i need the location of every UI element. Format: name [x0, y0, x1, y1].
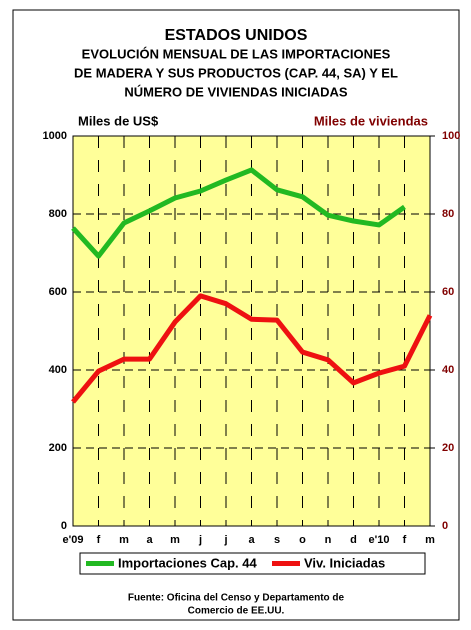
- y-tick-label: 600: [49, 286, 67, 298]
- source: Comercio de EE.UU.: [188, 606, 285, 617]
- x-tick-label: m: [119, 534, 129, 546]
- x-tick-label: a: [146, 534, 153, 546]
- x-tick-label: f: [97, 534, 101, 546]
- y-tick-label: 800: [49, 208, 67, 220]
- y-tick-label: 1000: [43, 130, 67, 142]
- x-tick-label: e'09: [63, 534, 84, 546]
- y2-tick-label: 40: [442, 364, 454, 376]
- y-axis-label: Miles de US$: [78, 113, 159, 128]
- legend-label: Importaciones Cap. 44: [118, 555, 257, 570]
- y-tick-label: 0: [61, 520, 67, 532]
- y2-tick-label: 80: [442, 208, 454, 220]
- chart-subtitle: NÚMERO DE VIVIENDAS INICIADAS: [124, 84, 348, 99]
- legend: [79, 552, 426, 575]
- chart-title: ESTADOS UNIDOS: [165, 27, 308, 44]
- legend-label: Viv. Iniciadas: [304, 555, 385, 570]
- line-series: [71, 293, 433, 404]
- x-tick-label: a: [248, 534, 255, 546]
- y-tick-label: 400: [49, 364, 67, 376]
- x-tick-label: d: [350, 534, 357, 546]
- x-tick-label: s: [274, 534, 280, 546]
- line-series: [71, 167, 406, 259]
- x-tick-label: j: [198, 534, 202, 546]
- y2-tick-label: 0: [442, 520, 448, 532]
- y-tick-label: 200: [49, 442, 67, 454]
- y2-tick-label: 20: [442, 442, 454, 454]
- x-tick-label: f: [403, 534, 407, 546]
- y2-tick-label: 60: [442, 286, 454, 298]
- x-tick-label: m: [170, 534, 180, 546]
- x-tick-label: e'10: [369, 534, 390, 546]
- source: Fuente: Oficina del Censo y Departamento…: [128, 593, 345, 604]
- x-tick-label: o: [299, 534, 306, 546]
- x-tick-label: m: [425, 534, 435, 546]
- x-tick-label: j: [223, 534, 227, 546]
- y2-axis-label: Miles de viviendas: [314, 113, 428, 128]
- chart-subtitle: DE MADERA Y SUS PRODUCTOS (CAP. 44, SA) …: [74, 65, 398, 80]
- y2-tick-label: 100: [442, 130, 460, 142]
- x-tick-label: n: [325, 534, 332, 546]
- chart-subtitle: EVOLUCIÓN MENSUAL DE LAS IMPORTACIONES: [82, 46, 391, 61]
